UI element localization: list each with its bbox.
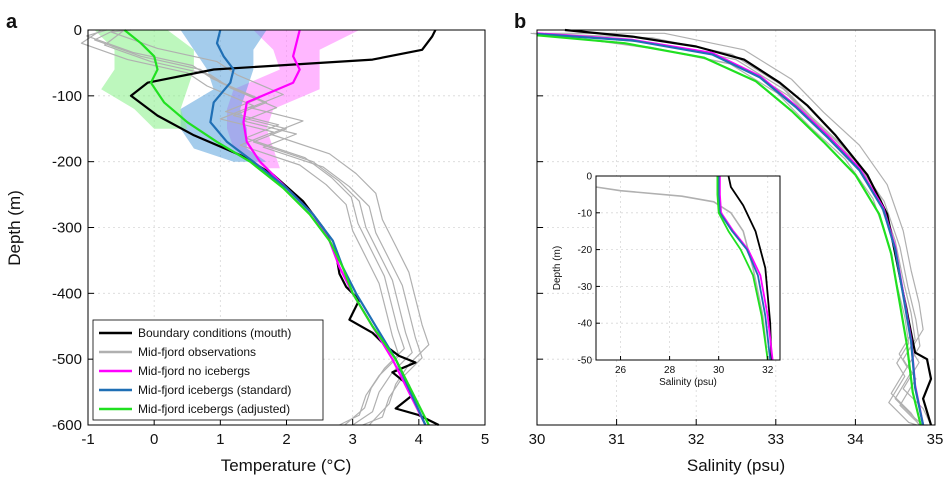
series-line-mid-fjord-icebergs-adjusted: [536, 34, 922, 426]
x-tick-label: 34: [847, 431, 864, 448]
y-tick-label: -300: [52, 220, 82, 237]
inset-series-lines: [595, 175, 774, 361]
inset-y-axis-label: Depth (m): [552, 246, 563, 290]
x-tick-label: 30: [713, 365, 725, 376]
x-tick-label: 32: [688, 431, 705, 448]
inset-y-ticks: 0 -10 -20 -30 -40 -50: [578, 172, 600, 367]
panel-a: -1 0 1 2 3 4 5 0 -100 -200 -300 -400 -500 -600 a Tem…: [5, 11, 489, 475]
y-tick-label: -40: [578, 319, 593, 330]
panel-a-letter: a: [6, 11, 18, 33]
series-line-boundary-conditions-mouth: [564, 28, 933, 426]
inset-frame: [595, 175, 781, 361]
series-line-icebergs_standard: [717, 176, 772, 361]
panel-b-series-lines: [530, 28, 933, 426]
series-line-mid-fjord-observations-0: [536, 32, 924, 426]
x-tick-label: 30: [529, 431, 546, 448]
x-tick-label: 32: [762, 365, 774, 376]
inset-x-ticks: 26 28 30 32: [615, 356, 774, 376]
x-tick-label: 33: [767, 431, 784, 448]
panel-a-y-axis-label: Depth (m): [5, 190, 24, 266]
x-tick-label: 0: [150, 431, 158, 448]
series-line-icebergs_adjusted: [716, 176, 769, 361]
inset-x-axis-label: Salinity (psu): [659, 377, 717, 388]
y-tick-label: 0: [586, 172, 592, 183]
x-tick-label: 1: [216, 431, 224, 448]
y-tick-label: -10: [578, 208, 593, 219]
x-tick-label: -1: [81, 431, 94, 448]
series-line-mid-fjord-observations-1: [103, 29, 423, 426]
panel-b-y-ticks: [537, 29, 543, 426]
uncertainty-band-band_adjusted: [94, 30, 194, 129]
legend: Boundary conditions (mouth) Mid-fjord ob…: [92, 319, 324, 421]
y-tick-label: -500: [52, 351, 82, 368]
panel-a-x-axis-label: Temperature (°C): [221, 456, 352, 475]
panel-b-x-axis-label: Salinity (psu): [687, 456, 785, 475]
y-tick-label: -200: [52, 154, 82, 171]
legend-label-observations: Mid-fjord observations: [138, 345, 256, 359]
x-tick-label: 3: [348, 431, 356, 448]
series-line-no_icebergs: [719, 176, 774, 361]
y-tick-label: -400: [52, 285, 82, 302]
x-tick-label: 5: [481, 431, 489, 448]
series-line-mid-fjord-observations-4: [80, 29, 400, 426]
inset: 26 28 30 32 0 -10 -20 -30 -40 -50 Salinity (psu)…: [552, 172, 781, 388]
panel-a-series-lines: [80, 29, 440, 426]
x-tick-label: 26: [615, 365, 627, 376]
panel-b-letter: b: [514, 11, 526, 33]
x-tick-label: 35: [927, 431, 943, 448]
x-tick-label: 31: [608, 431, 625, 448]
uncertainty-band-band_no_icebergs: [227, 30, 360, 169]
y-tick-label: -30: [578, 282, 593, 293]
panel-a-x-ticks: -1 0 1 2 3 4 5: [81, 419, 489, 448]
y-tick-label: -20: [578, 245, 593, 256]
x-tick-label: 4: [415, 431, 423, 448]
y-tick-label: -600: [52, 417, 82, 434]
panel-b-x-ticks: 30 31 32 33 34 35: [529, 419, 943, 448]
series-line-boundary: [727, 175, 773, 361]
legend-label-adjusted: Mid-fjord icebergs (adjusted): [138, 402, 290, 416]
y-tick-label: -100: [52, 88, 82, 105]
series-line-mid-fjord-icebergs-standard: [209, 29, 427, 426]
y-tick-label: -50: [578, 356, 593, 367]
panel-a-y-ticks: 0 -100 -200 -300 -400 -500 -600: [52, 22, 94, 434]
x-tick-label: 2: [282, 431, 290, 448]
legend-label-no-icebergs: Mid-fjord no icebergs: [138, 364, 250, 378]
panel-b: 30 31 32 33 34 35 b Salinity (psu) 26 28 30 32 0…: [514, 11, 943, 475]
legend-label-standard: Mid-fjord icebergs (standard): [138, 383, 291, 397]
series-line-mid-fjord-icebergs-standard: [536, 32, 925, 426]
x-tick-label: 28: [664, 365, 676, 376]
series-line-mid-fjord-icebergs-adjusted: [123, 29, 430, 426]
series-line-mid-fjord-observations-0: [93, 29, 413, 426]
legend-label-boundary: Boundary conditions (mouth): [138, 326, 291, 340]
series-line-observations: [595, 186, 769, 361]
y-tick-label: 0: [74, 22, 82, 39]
